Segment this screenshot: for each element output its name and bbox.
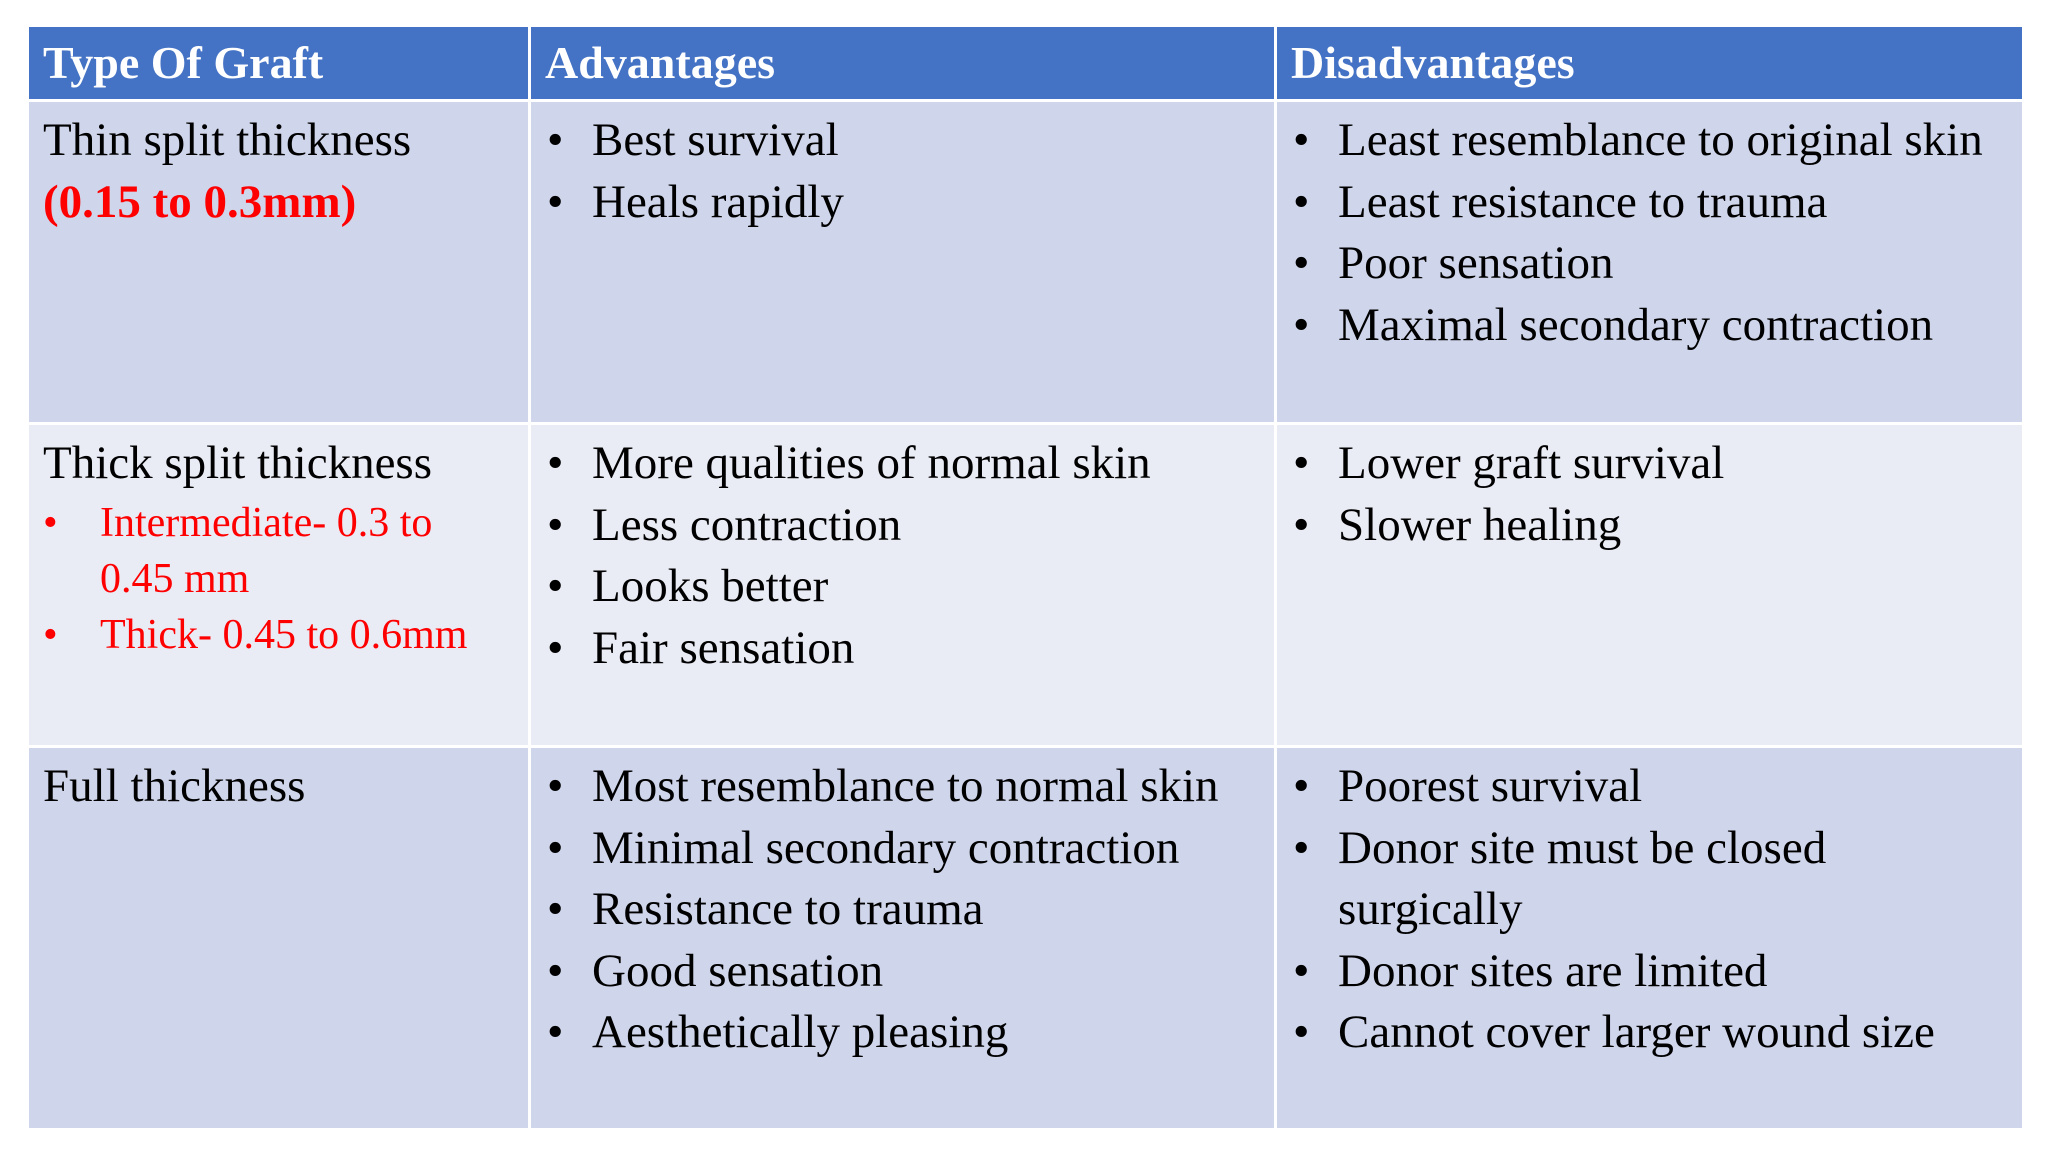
list-item: Best survival [545,110,1260,172]
thickness-subtypes-list: Intermediate- 0.3 to 0.45 mm Thick- 0.45… [43,495,514,663]
list-item: Most resemblance to normal skin [545,756,1260,818]
advantages-cell: Most resemblance to normal skin Minimal … [528,745,1277,1131]
list-item: Resistance to trauma [545,879,1260,941]
list-item: Donor site must be closed surgically [1291,818,2008,941]
table-row-thick-split: Thick split thickness Intermediate- 0.3 … [26,422,2025,748]
disadvantages-list: Poorest survival Donor site must be clos… [1291,756,2008,1064]
list-item: Minimal secondary contraction [545,818,1260,880]
advantages-list: Best survival Heals rapidly [545,110,1260,233]
disadvantages-cell: Lower graft survival Slower healing [1274,422,2025,748]
list-item: Poorest survival [1291,756,2008,818]
list-item: Thick- 0.45 to 0.6mm [43,607,514,663]
type-cell: Thick split thickness Intermediate- 0.3 … [26,422,531,748]
table-row-full-thickness: Full thickness Most resemblance to norma… [26,745,2025,1131]
header-type-of-graft: Type Of Graft [26,24,531,102]
disadvantages-cell: Least resemblance to original skin Least… [1274,99,2025,425]
advantages-list: Most resemblance to normal skin Minimal … [545,756,1260,1064]
list-item: More qualities of normal skin [545,433,1260,495]
list-item: Intermediate- 0.3 to 0.45 mm [43,495,514,607]
list-item: Looks better [545,556,1260,618]
header-disadvantages: Disadvantages [1274,24,2025,102]
list-item: Least resistance to trauma [1291,172,2008,234]
list-item: Slower healing [1291,495,2008,557]
list-item: Lower graft survival [1291,433,2008,495]
list-item: Aesthetically pleasing [545,1002,1260,1064]
advantages-list: More qualities of normal skin Less contr… [545,433,1260,679]
list-item: Fair sensation [545,618,1260,680]
disadvantages-cell: Poorest survival Donor site must be clos… [1274,745,2025,1131]
advantages-cell: Best survival Heals rapidly [528,99,1277,425]
list-item: Maximal secondary contraction [1291,295,2008,357]
graft-comparison-table: Type Of Graft Advantages Disadvantages T… [26,24,2025,1131]
graft-type-name: Thick split thickness [43,437,433,489]
list-item: Least resemblance to original skin [1291,110,2008,172]
list-item: Poor sensation [1291,233,2008,295]
advantages-cell: More qualities of normal skin Less contr… [528,422,1277,748]
list-item: Donor sites are limited [1291,941,2008,1003]
graft-thickness-range: (0.15 to 0.3mm) [43,175,357,228]
header-advantages: Advantages [528,24,1277,102]
list-item: Good sensation [545,941,1260,1003]
type-cell: Full thickness [26,745,531,1131]
graft-type-name: Full thickness [43,760,306,812]
header-row: Type Of Graft Advantages Disadvantages [26,24,2025,102]
type-cell: Thin split thickness (0.15 to 0.3mm) [26,99,531,425]
disadvantages-list: Lower graft survival Slower healing [1291,433,2008,556]
disadvantages-list: Least resemblance to original skin Least… [1291,110,2008,356]
list-item: Heals rapidly [545,172,1260,234]
list-item: Cannot cover larger wound size [1291,1002,2008,1064]
graft-type-name: Thin split thickness [43,114,412,166]
table-row-thin-split: Thin split thickness (0.15 to 0.3mm) Bes… [26,99,2025,425]
list-item: Less contraction [545,495,1260,557]
